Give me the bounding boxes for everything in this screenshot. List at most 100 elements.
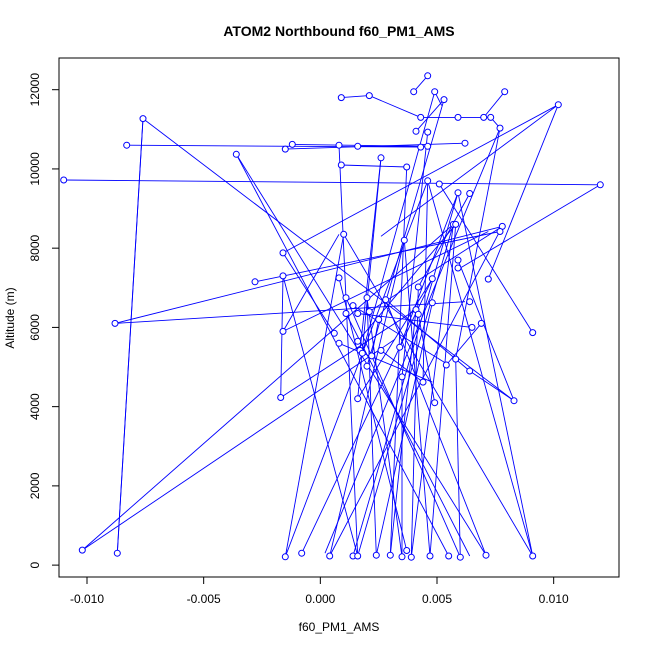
data-point-80: [277, 394, 285, 401]
data-point-74: [452, 355, 460, 363]
series-segment-66: [357, 157, 382, 399]
y-tick-label-6: 12000: [28, 73, 42, 107]
series-segment-62: [469, 370, 515, 402]
series-segment-49: [417, 314, 436, 403]
data-point-63: [468, 323, 476, 331]
data-point-9: [480, 113, 488, 121]
series-segment-21: [341, 164, 407, 168]
y-axis-label: Altitude (m): [3, 287, 17, 348]
series-segment-63: [401, 132, 429, 377]
data-point-3: [501, 88, 509, 96]
data-point-68: [335, 339, 343, 347]
data-point-41: [454, 256, 462, 264]
data-point-89: [386, 551, 394, 559]
data-point-44: [335, 274, 343, 282]
series-points: [60, 72, 604, 561]
data-point-73: [368, 352, 376, 360]
data-point-98: [398, 553, 406, 561]
series-segment-53: [282, 231, 489, 332]
data-point-52: [428, 299, 436, 307]
series-segment-64: [422, 180, 429, 383]
data-point-20: [354, 142, 362, 150]
data-point-13: [496, 124, 504, 132]
data-point-18: [123, 141, 131, 149]
data-point-26: [337, 161, 345, 169]
data-point-15: [412, 127, 420, 135]
series-segment-13: [126, 144, 421, 148]
series-segment-71: [301, 278, 433, 554]
data-point-21: [424, 142, 432, 150]
series-segment-51: [445, 323, 482, 366]
x-tick-label-4: 0.010: [539, 592, 569, 606]
series-segment-79: [457, 192, 534, 557]
data-point-90: [482, 551, 490, 559]
data-point-60: [375, 316, 383, 323]
series-segment-33: [343, 234, 534, 557]
x-tick-label-2: 0.000: [305, 592, 335, 606]
data-point-66: [330, 329, 338, 337]
data-point-28: [60, 176, 68, 184]
series-segment-59: [361, 91, 436, 354]
series-lines: [63, 75, 601, 558]
data-point-50: [363, 294, 371, 302]
series-segment-46: [280, 309, 417, 398]
series-segment-17: [285, 142, 466, 150]
x-tick-label-3: 0.005: [422, 592, 452, 606]
data-point-8: [417, 113, 425, 121]
data-point-39: [400, 236, 408, 244]
y-tick-label-1: 2000: [28, 472, 42, 499]
data-point-82: [510, 397, 518, 405]
data-point-19: [335, 141, 343, 149]
data-point-88: [372, 551, 380, 559]
series-segment-42: [366, 297, 403, 557]
series-segment-5: [415, 99, 445, 132]
data-point-32: [454, 189, 462, 197]
x-tick-label-1: -0.005: [187, 592, 221, 606]
data-point-22: [417, 143, 425, 151]
data-point-40: [279, 249, 287, 257]
data-point-7: [554, 101, 562, 109]
data-point-58: [365, 308, 373, 316]
data-point-64: [279, 327, 287, 335]
series-segment-74: [385, 299, 487, 556]
series-segment-15: [338, 145, 359, 557]
data-point-72: [358, 349, 366, 357]
data-point-100: [456, 553, 464, 561]
series-segment-47: [345, 313, 471, 557]
data-point-35: [452, 220, 460, 228]
data-point-57: [354, 310, 362, 317]
data-point-53: [466, 298, 474, 306]
data-point-49: [342, 294, 350, 302]
series-segment-82: [410, 286, 419, 558]
data-point-91: [326, 552, 334, 560]
series-segment-83: [455, 359, 461, 558]
data-point-59: [414, 310, 422, 318]
data-point-71: [377, 346, 385, 354]
data-point-99: [407, 553, 415, 561]
data-point-27: [403, 163, 411, 171]
data-point-77: [466, 367, 474, 375]
data-point-78: [398, 373, 406, 381]
data-point-45: [428, 275, 436, 283]
series-segment-2: [483, 91, 506, 118]
data-point-48: [414, 283, 422, 291]
y-tick-label-0: 0: [28, 561, 42, 568]
data-point-5: [337, 94, 345, 102]
data-point-47: [251, 278, 259, 286]
data-point-25: [377, 154, 385, 162]
data-point-11: [454, 113, 462, 121]
series-segment-34: [329, 240, 405, 557]
data-point-0: [424, 72, 432, 80]
series-segment-68: [82, 224, 454, 551]
series-segment-60: [455, 128, 501, 360]
series-segment-78: [427, 180, 534, 557]
series-segment-57: [399, 192, 459, 348]
chart-title: ATOM2 Northbound f60_PM1_AMS: [223, 23, 454, 39]
series-segment-41: [345, 297, 461, 558]
data-point-37: [496, 228, 504, 235]
data-point-97: [281, 553, 289, 561]
series-segment-45: [352, 305, 449, 366]
data-point-31: [596, 181, 604, 189]
series-segment-7: [282, 104, 559, 254]
